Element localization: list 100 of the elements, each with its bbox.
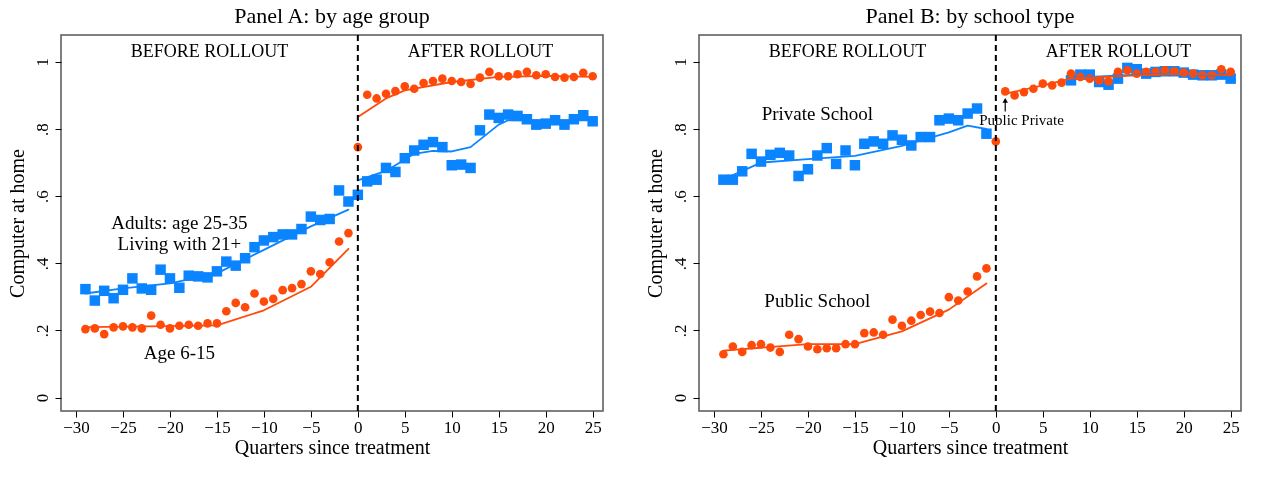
- x-tick-label: 10: [443, 417, 461, 437]
- point: [372, 94, 381, 103]
- point: [362, 90, 372, 100]
- point: [944, 292, 954, 302]
- point: [146, 311, 156, 320]
- point: [474, 125, 486, 136]
- point: [258, 235, 270, 246]
- x-tick-label: 20: [1175, 417, 1193, 437]
- y-tick-label: 0: [670, 393, 690, 403]
- point: [718, 174, 729, 185]
- point: [1104, 77, 1113, 86]
- y-tick-label: .4: [670, 256, 690, 271]
- point: [793, 170, 804, 182]
- point: [906, 140, 917, 151]
- point: [381, 89, 391, 99]
- x-tick-label: 20: [537, 417, 555, 437]
- point: [174, 282, 185, 294]
- point: [953, 115, 964, 126]
- point: [400, 82, 410, 91]
- point: [343, 196, 354, 207]
- point: [859, 328, 869, 338]
- x-tick-label: 0: [992, 417, 1001, 437]
- annotation: BEFORE ROLLOUT: [130, 41, 289, 61]
- chart-title: Panel A: by age group: [234, 3, 430, 28]
- annotation: AFTER ROLLOUT: [407, 41, 554, 61]
- point: [99, 329, 109, 339]
- point: [765, 149, 776, 161]
- point: [438, 74, 447, 83]
- point: [962, 108, 973, 119]
- y-tick-label: 1: [670, 58, 690, 67]
- point: [587, 116, 598, 127]
- x-tick-label: 5: [401, 417, 410, 437]
- x-tick-label: −30: [701, 417, 728, 437]
- y-tick-label: .8: [32, 123, 52, 136]
- point: [868, 136, 879, 147]
- point: [455, 159, 467, 170]
- x-tick-label: −20: [157, 417, 184, 437]
- point: [925, 307, 935, 316]
- x-tick-label: 25: [1222, 417, 1240, 437]
- point: [371, 174, 382, 185]
- annotation: AFTER ROLLOUT: [1045, 41, 1192, 61]
- point: [249, 241, 260, 253]
- x-tick-label: 15: [490, 417, 508, 437]
- point: [465, 162, 476, 174]
- x-tick-label: 0: [354, 417, 363, 437]
- point: [887, 130, 898, 141]
- point: [89, 295, 101, 306]
- point: [869, 328, 879, 337]
- point: [306, 267, 316, 276]
- point: [1216, 64, 1226, 74]
- x-tick-label: −25: [110, 417, 137, 437]
- x-tick-label: 15: [1128, 417, 1146, 437]
- point: [1010, 91, 1019, 100]
- y-tick-label: .2: [670, 324, 690, 338]
- point: [840, 145, 851, 156]
- x-tick-label: −20: [795, 417, 822, 437]
- y-tick-label: .6: [670, 190, 690, 204]
- point: [390, 166, 401, 178]
- point: [305, 211, 317, 222]
- point: [897, 321, 907, 331]
- point: [794, 334, 803, 344]
- point: [813, 344, 822, 354]
- point: [277, 229, 288, 240]
- point: [719, 349, 728, 359]
- point: [221, 306, 231, 316]
- point: [287, 283, 297, 293]
- point: [80, 283, 91, 295]
- x-tick-label: −5: [302, 417, 321, 437]
- x-tick-label: −5: [940, 417, 959, 437]
- series-label: Adults: age 25-35 Living with 21+: [111, 211, 248, 254]
- point: [127, 273, 138, 284]
- point: [108, 292, 119, 304]
- point: [849, 160, 861, 171]
- y-tick-label: .2: [32, 324, 52, 338]
- point: [963, 287, 972, 296]
- x-tick-label: −15: [204, 417, 231, 437]
- point: [1066, 69, 1076, 78]
- point: [240, 302, 250, 312]
- x-tick-label: −10: [251, 417, 278, 437]
- point: [325, 257, 334, 267]
- y-axis-title: Computer at home: [643, 148, 667, 298]
- point: [344, 228, 353, 238]
- series-label: Public School: [764, 290, 871, 312]
- point: [231, 298, 241, 308]
- point: [896, 134, 908, 145]
- x-axis-title: Quarters since treatment: [872, 435, 1069, 458]
- series-label: Age 6-15: [143, 341, 215, 363]
- point: [334, 237, 344, 246]
- point: [203, 319, 212, 328]
- point: [221, 256, 232, 267]
- x-axis-title: Quarters since treatment: [234, 435, 431, 458]
- x-tick-label: 5: [1039, 417, 1048, 437]
- x-tick-label: −30: [63, 417, 90, 437]
- x-tick-label: 10: [1081, 417, 1099, 437]
- y-axis-title: Computer at home: [5, 148, 29, 298]
- annotation: BEFORE ROLLOUT: [768, 41, 927, 61]
- point: [418, 139, 429, 151]
- point: [982, 264, 991, 273]
- point: [916, 310, 926, 320]
- point: [446, 160, 458, 171]
